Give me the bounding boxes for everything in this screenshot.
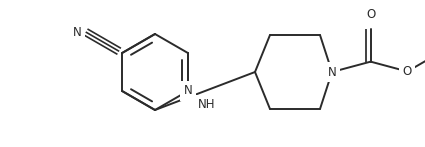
Text: N: N: [73, 25, 82, 39]
Text: NH: NH: [198, 98, 216, 112]
Text: O: O: [366, 8, 375, 21]
Text: N: N: [328, 66, 336, 78]
Text: N: N: [184, 85, 192, 97]
Text: O: O: [403, 65, 412, 78]
